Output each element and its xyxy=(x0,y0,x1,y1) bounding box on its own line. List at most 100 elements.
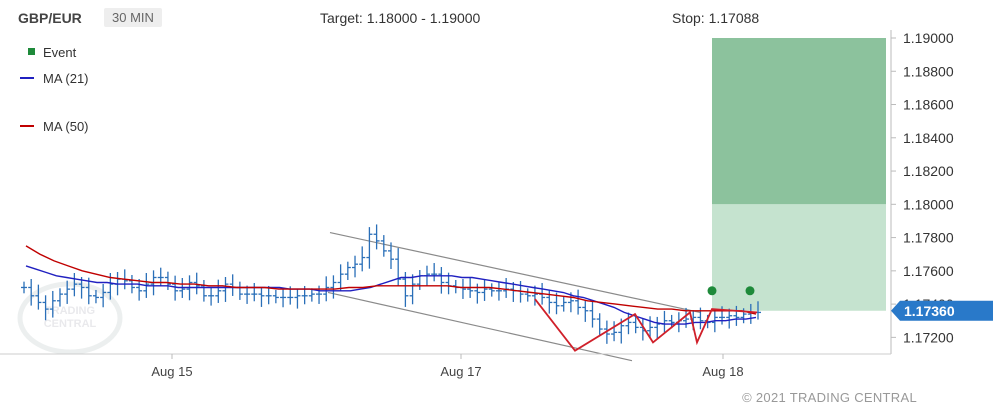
candle xyxy=(431,263,438,282)
candle xyxy=(726,308,733,329)
y-tick-label: 1.18000 xyxy=(903,196,954,212)
candle xyxy=(157,267,164,286)
candle xyxy=(373,224,380,250)
candle xyxy=(200,279,207,302)
candle xyxy=(164,271,171,290)
legend-ma21: MA (21) xyxy=(43,71,89,86)
event-marker[interactable] xyxy=(745,286,755,296)
candle xyxy=(308,288,315,302)
candle xyxy=(172,275,179,301)
candle xyxy=(395,248,402,287)
event-marker[interactable] xyxy=(707,286,717,296)
candle xyxy=(208,287,215,306)
candle xyxy=(136,278,143,301)
channel-upper-line xyxy=(329,232,701,314)
candle xyxy=(632,316,639,334)
candle xyxy=(35,284,42,310)
entry-zone xyxy=(712,204,886,311)
pattern-line xyxy=(534,298,758,352)
candle xyxy=(388,242,394,270)
x-tick-label: Aug 17 xyxy=(440,364,481,379)
candle xyxy=(503,277,510,298)
candle xyxy=(280,288,287,308)
y-tick-label: 1.18400 xyxy=(903,130,954,146)
candle xyxy=(100,283,107,308)
candle xyxy=(380,235,387,257)
candle xyxy=(409,274,416,305)
candle xyxy=(85,277,92,305)
ma50-line xyxy=(25,245,757,315)
candle xyxy=(359,246,366,272)
candle xyxy=(28,278,35,306)
candle xyxy=(575,289,582,315)
candle xyxy=(294,288,301,309)
svg-text:TRADING: TRADING xyxy=(45,305,95,317)
candle xyxy=(488,283,495,297)
candle xyxy=(344,261,351,280)
candle xyxy=(474,283,481,304)
candle xyxy=(611,321,618,342)
copyright-text: © 2021 TRADING CENTRAL xyxy=(742,390,917,405)
ma21-line xyxy=(25,265,757,325)
candle xyxy=(481,279,488,301)
legend-event-swatch xyxy=(28,48,35,55)
last-price-tag: 1.17360 xyxy=(891,300,993,321)
y-tick-label: 1.17200 xyxy=(903,329,954,345)
candle xyxy=(71,273,78,297)
candle xyxy=(366,227,373,269)
trading-central-watermark: TRADING CENTRAL xyxy=(17,281,123,355)
candle xyxy=(92,289,99,304)
last-price-label: 1.17360 xyxy=(904,303,955,319)
candle xyxy=(495,282,502,301)
candle xyxy=(222,276,229,302)
candle xyxy=(416,270,423,290)
target-zone xyxy=(712,38,886,205)
candle xyxy=(524,288,531,302)
candle xyxy=(596,313,603,335)
candle xyxy=(49,290,56,318)
legend-ma50: MA (50) xyxy=(43,119,89,134)
candle xyxy=(553,292,560,315)
candle xyxy=(560,296,567,312)
candle xyxy=(265,285,272,305)
stop-label: Stop: 1.17088 xyxy=(672,10,760,26)
candle xyxy=(21,281,27,294)
candle xyxy=(42,295,49,321)
candle xyxy=(316,285,323,304)
candle xyxy=(337,264,344,291)
candle xyxy=(438,267,445,294)
candle xyxy=(229,274,236,296)
candle xyxy=(330,275,337,299)
last-price-badge xyxy=(891,300,993,321)
candle xyxy=(625,312,632,335)
y-tick-label: 1.17800 xyxy=(903,230,954,246)
timeframe-button[interactable]: 30 MIN xyxy=(104,8,162,27)
x-tick-label: Aug 18 xyxy=(702,364,743,379)
y-tick-label: 1.18600 xyxy=(903,97,954,113)
candle xyxy=(251,282,258,302)
candle xyxy=(459,278,466,299)
candle xyxy=(56,288,63,307)
candle xyxy=(531,285,538,306)
y-tick-label: 1.17600 xyxy=(903,263,954,279)
candle xyxy=(236,281,243,300)
symbol-label: GBP/EUR xyxy=(18,10,82,26)
svg-text:CENTRAL: CENTRAL xyxy=(44,318,97,330)
candle xyxy=(64,280,71,304)
x-tick-label: Aug 15 xyxy=(151,364,192,379)
legend-event: Event xyxy=(43,45,77,60)
y-tick-label: 1.18800 xyxy=(903,63,954,79)
candle xyxy=(352,255,359,278)
candle xyxy=(215,279,222,303)
channel-lower-line xyxy=(327,291,633,362)
candle xyxy=(244,285,251,304)
candle xyxy=(258,286,265,307)
candle xyxy=(582,300,589,322)
target-label: Target: 1.18000 - 1.19000 xyxy=(320,10,481,26)
candle xyxy=(647,316,654,338)
candle xyxy=(272,289,279,304)
candle xyxy=(668,314,675,329)
candle xyxy=(589,300,596,328)
y-tick-label: 1.19000 xyxy=(903,30,954,46)
